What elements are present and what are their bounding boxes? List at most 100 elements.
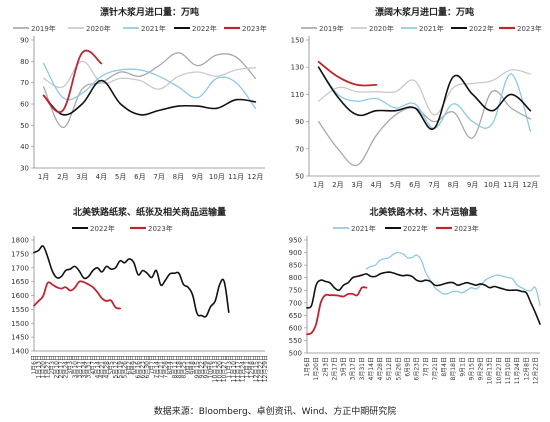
x-tick-label: 12月8日 <box>523 357 530 380</box>
y-tick-label: 1750 <box>11 250 29 258</box>
x-tick-label: 1月20日 <box>40 355 47 378</box>
x-tick-label: 11月10日 <box>505 357 512 384</box>
x-tick-label: 9月 <box>467 181 478 189</box>
x-tick-label: 10月20日 <box>217 355 224 382</box>
legend-label-2019: 2019年 <box>31 24 56 33</box>
y-tick-label: 800 <box>289 274 302 282</box>
x-tick-label: 2月24日 <box>63 355 70 378</box>
x-tick-label: 9月15日 <box>194 355 201 378</box>
x-tick-label: 1月 <box>38 173 49 181</box>
y-tick-label: 1400 <box>11 348 29 356</box>
x-tick-label: 10月13日 <box>212 355 219 382</box>
series-line-2022 <box>33 245 230 318</box>
y-tick-label: 50 <box>20 122 29 130</box>
x-tick-label: 12月1日 <box>244 355 251 378</box>
x-tick-label: 3月10日 <box>72 355 79 378</box>
x-tick-label: 2月3日 <box>322 357 329 377</box>
x-tick-label: 6月23日 <box>414 357 421 380</box>
y-tick-label: 950 <box>289 237 302 245</box>
x-tick-label: 7月21日 <box>158 355 165 378</box>
x-tick-label: 5月 <box>115 173 126 181</box>
x-tick-label: 10月27日 <box>221 355 228 382</box>
x-tick-label: 4月28日 <box>377 357 384 380</box>
series-line-2021 <box>365 251 541 306</box>
x-tick-label: 12月29日 <box>262 355 269 382</box>
series-line-2022 <box>306 271 541 325</box>
x-tick-label: 8月4日 <box>441 357 448 377</box>
x-tick-label: 5月26日 <box>395 357 402 380</box>
x-tick-label: 11月 <box>228 173 244 181</box>
chart-title: 漂阔木浆月进口量：万吨 <box>375 6 474 18</box>
chart-panel-softwood-imports: 漂针木浆月进口量：万吨 2019年 2020年 2021年 2022年 2023年 30 40… <box>0 0 275 195</box>
y-tick-label: 750 <box>289 287 302 295</box>
x-tick-label: 4月 <box>96 173 107 181</box>
x-tick-label: 9月29日 <box>478 357 485 380</box>
x-tick-label: 2月3日 <box>49 355 56 375</box>
chart-title: 北美铁路纸浆、纸张及相关商品运输量 <box>73 206 226 218</box>
hardwood-pulp-imports-chart: 漂阔木浆月进口量：万吨 2019年 2020年 2021年 2022年 2023年 50 70… <box>291 6 542 189</box>
legend-label-2020: 2020年 <box>86 24 111 33</box>
x-tick-label: 7月 <box>428 181 439 189</box>
x-tick-label: 7月7日 <box>149 355 156 375</box>
y-tick-label: 50 <box>295 173 304 181</box>
y-tick-label: 40 <box>20 143 29 151</box>
x-tick-label: 7月7日 <box>423 357 430 377</box>
x-tick-label: 7月21日 <box>432 357 439 380</box>
x-tick-label: 2月 <box>57 173 68 181</box>
y-tick-label: 850 <box>289 262 302 270</box>
series-line-2023 <box>306 286 368 336</box>
legend-label-2021: 2021年 <box>419 24 444 33</box>
legend-label-2023: 2023年 <box>517 24 542 33</box>
x-tick-label: 5月12日 <box>113 355 120 378</box>
x-tick-label: 9月1日 <box>459 357 466 377</box>
x-tick-label: 4月7日 <box>90 355 97 375</box>
y-tick-label: 30 <box>20 165 29 173</box>
x-tick-label: 8月11日 <box>171 355 178 378</box>
x-tick-label: 7月 <box>153 173 164 181</box>
x-tick-label: 4月14日 <box>368 357 375 380</box>
y-tick-label: 110 <box>291 91 304 99</box>
y-tick-label: 90 <box>20 37 29 45</box>
chart-title: 漂针木浆月进口量：万吨 <box>100 6 199 18</box>
series-line-2023 <box>317 60 378 87</box>
series-line-2020 <box>42 60 257 90</box>
x-tick-label: 1月6日 <box>304 357 311 377</box>
x-tick-label: 2月 <box>332 181 343 189</box>
y-tick-label: 150 <box>291 37 304 45</box>
y-tick-label: 1650 <box>11 278 29 286</box>
x-tick-label: 3月31日 <box>359 357 366 380</box>
x-tick-label: 9月22日 <box>199 355 206 378</box>
y-tick-label: 70 <box>20 79 29 87</box>
x-tick-label: 1月27日 <box>45 355 52 378</box>
legend-label-2020: 2020年 <box>369 24 394 33</box>
x-tick-label: 10月13日 <box>487 357 494 384</box>
x-tick-label: 3月 <box>351 181 362 189</box>
legend-label-2023: 2023年 <box>454 224 479 233</box>
y-tick-label: 130 <box>291 64 304 72</box>
x-tick-label: 6月9日 <box>405 357 412 377</box>
x-tick-label: 3月3日 <box>341 357 348 377</box>
series-line-2019 <box>317 89 532 167</box>
x-tick-label: 8月25日 <box>181 355 188 378</box>
x-tick-label: 8月4日 <box>167 355 174 375</box>
x-tick-label: 6月9日 <box>131 355 138 375</box>
x-tick-label: 11月17日 <box>235 355 242 382</box>
x-tick-label: 9月 <box>192 173 203 181</box>
x-tick-label: 1月6日 <box>31 355 38 375</box>
series-line-2021 <box>317 66 532 132</box>
y-tick-label: 1800 <box>11 237 29 245</box>
x-tick-label: 3月3日 <box>67 355 74 375</box>
x-tick-label: 8月18日 <box>450 357 457 380</box>
series-line-2023 <box>33 280 121 310</box>
series-line-2022 <box>317 66 532 131</box>
x-tick-label: 7月14日 <box>153 355 160 378</box>
series-line-2020 <box>317 69 532 116</box>
x-tick-label: 3月24日 <box>81 355 88 378</box>
y-tick-label: 80 <box>20 58 29 66</box>
legend-label-2022: 2022年 <box>469 24 494 33</box>
x-tick-label: 1月 <box>313 181 324 189</box>
x-tick-label: 1月13日 <box>36 355 43 378</box>
legend-label-2019: 2019年 <box>319 24 344 33</box>
x-tick-label: 6月30日 <box>144 355 151 378</box>
softwood-pulp-imports-chart: 漂针木浆月进口量：万吨 2019年 2020年 2021年 2022年 2023年 30 40… <box>13 6 267 181</box>
